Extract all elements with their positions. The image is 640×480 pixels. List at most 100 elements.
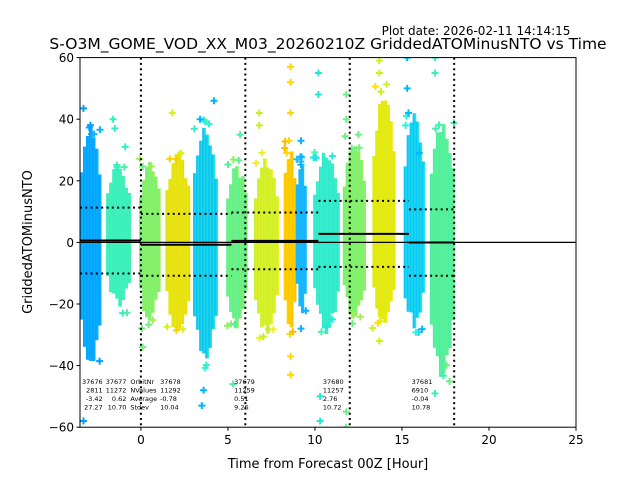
scatter-marker (297, 161, 305, 169)
y-tick-label: 20 (59, 174, 74, 188)
scatter-points (183, 178, 188, 315)
scatter-points (254, 198, 258, 301)
scatter-marker (231, 320, 239, 328)
scatter-points (435, 132, 440, 357)
outlier-marker (328, 152, 336, 160)
scatter-points (97, 174, 102, 326)
scatter-marker (312, 154, 320, 162)
orbit-stat-average: -0.78 (160, 395, 177, 403)
orbit-stat-stdev: 27.27 (84, 404, 103, 412)
outlier-marker (287, 78, 295, 86)
scatter-marker (120, 163, 128, 171)
x-tick-label: 5 (224, 433, 232, 447)
scatter-marker (145, 321, 153, 329)
outlier-marker (287, 352, 295, 360)
scatter-points (415, 121, 420, 318)
scatter-marker (147, 162, 155, 170)
scatter-points (94, 148, 99, 341)
outlier-marker (210, 97, 218, 105)
scatter-points (115, 165, 119, 299)
scatter-points (257, 178, 261, 314)
scatter-marker (172, 326, 180, 334)
scatter-points (269, 169, 273, 325)
outlier-marker (354, 131, 362, 139)
scatter-points (165, 190, 169, 292)
scatter-points (412, 113, 417, 329)
outlier-marker (198, 402, 206, 410)
scatter-marker (297, 153, 305, 161)
scatter-marker (223, 322, 231, 330)
orbit-stat-orbit: 37680 (323, 378, 344, 386)
scatter-marker (412, 329, 420, 337)
stats-legend-label: OrbitNr (130, 378, 154, 386)
orbit-stat-orbit: 37679 (234, 378, 255, 386)
scatter-points (319, 166, 323, 314)
outlier-marker (297, 137, 305, 145)
outlier-marker (287, 63, 295, 71)
scatter-marker (252, 159, 260, 167)
scatter-marker (281, 144, 289, 152)
scatter-points (205, 134, 209, 359)
scatter-swath (80, 104, 104, 425)
x-tick-label: 15 (394, 433, 409, 447)
outlier-marker (314, 69, 322, 77)
orbit-stat-stdev: 10.72 (323, 404, 342, 412)
scatter-marker (163, 323, 171, 331)
scatter-points (348, 151, 352, 314)
scatter-points (232, 168, 236, 319)
orbit-stat-stdev: 10.78 (412, 404, 431, 412)
scatter-points (372, 156, 376, 288)
scatter-marker (258, 149, 266, 157)
scatter-points (301, 165, 305, 314)
chart-title: S-O3M_GOME_VOD_XX_M03_20260210Z GriddedA… (49, 35, 606, 54)
x-tick-label: 0 (137, 433, 145, 447)
plot-area (80, 57, 576, 428)
outlier-marker (316, 392, 324, 400)
scatter-points (406, 135, 411, 312)
scatter-marker (355, 144, 363, 152)
scatter-marker (166, 155, 174, 163)
plot-date: Plot date: 2026-02-11 14:14:15 (382, 24, 571, 38)
scatter-points (342, 186, 347, 286)
scatter-points (362, 180, 367, 291)
scatter-marker (349, 311, 357, 319)
orbit-stat-orbit: 37678 (160, 378, 181, 386)
scatter-points (85, 136, 90, 360)
orbit-stat-average: 2.76 (323, 395, 337, 403)
scatter-marker (283, 149, 291, 157)
orbit-stat-orbit: 37676 (82, 378, 103, 386)
scatter-points (378, 103, 382, 318)
scatter-swath (341, 91, 367, 428)
orbit-stat-nvalues: 2811 (86, 387, 103, 395)
scatter-points (380, 100, 385, 320)
scatter-marker (123, 309, 131, 317)
scatter-points (208, 145, 212, 348)
scatter-points (295, 184, 300, 284)
scatter-points (275, 196, 279, 296)
scatter-points (127, 193, 132, 283)
scatter-points (438, 131, 443, 377)
y-tick-label: −60 (49, 421, 74, 435)
scatter-points (109, 182, 113, 293)
scatter-marker (269, 325, 277, 333)
orbit-stat-nvalues: 6910 (412, 387, 429, 395)
scatter-swath (281, 63, 297, 379)
outlier-marker (316, 417, 324, 425)
scatter-marker (356, 313, 364, 321)
scatter-swath (190, 97, 219, 410)
scatter-swath (163, 109, 191, 334)
scatter-points (418, 142, 423, 313)
outlier-marker (255, 109, 263, 117)
y-tick-label: 0 (66, 236, 74, 250)
scatter-points (345, 163, 350, 298)
scatter-points (235, 166, 239, 329)
scatter-marker (368, 324, 376, 332)
scatter-marker (96, 357, 104, 365)
scatter-marker (149, 316, 157, 324)
scatter-swath (252, 109, 279, 342)
orbit-stat-average: 0.51 (234, 395, 248, 403)
scatter-points (124, 187, 129, 289)
scatter-marker (113, 163, 121, 171)
scatter-points (174, 154, 179, 328)
scatter-marker (259, 333, 267, 341)
